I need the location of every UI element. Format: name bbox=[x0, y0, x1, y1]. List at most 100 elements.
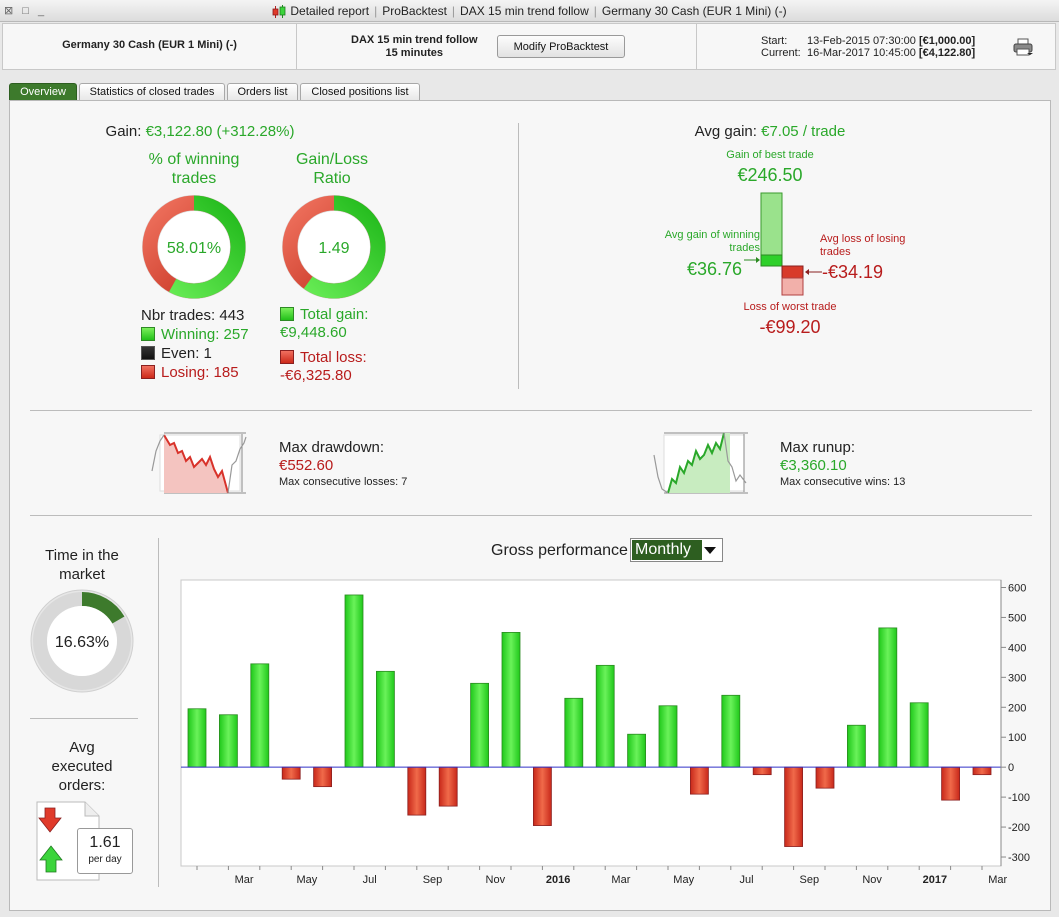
gain-value: €3,122.80 (+312.28%) bbox=[145, 123, 295, 140]
start-label: Start: bbox=[761, 35, 788, 47]
nbr-trades: Nbr trades: 443 bbox=[141, 307, 245, 324]
winning-pct-value: 58.01% bbox=[167, 240, 221, 257]
avg-winning-label-line1: Avg gain of winning bbox=[664, 229, 760, 241]
sell-arrow-icon bbox=[38, 807, 62, 833]
strategy-name: DAX 15 min trend follow bbox=[351, 34, 478, 46]
ratio-value: 1.49 bbox=[318, 240, 349, 257]
avg-winning-value: €36.76 bbox=[686, 259, 742, 279]
avg-gain-bars bbox=[744, 192, 822, 296]
winning-arc bbox=[142, 195, 246, 299]
instrument-name: Germany 30 Cash (EUR 1 Mini) (-) bbox=[62, 39, 237, 51]
x-tick-label: Jul bbox=[739, 874, 753, 886]
ratio-title-line2: Ratio bbox=[313, 170, 351, 187]
drawdown-thumbnail bbox=[151, 432, 247, 494]
x-tick-label: Mar bbox=[611, 874, 630, 886]
x-tick-label: Sep bbox=[423, 874, 443, 886]
gain-loss-totals: Total gain: €9,448.60 Total loss: -€6,32… bbox=[280, 306, 368, 385]
chart-bar bbox=[627, 733, 647, 768]
y-tick-label: 600 bbox=[1008, 582, 1026, 594]
x-tick-label: Mar bbox=[988, 874, 1007, 886]
y-tick-label: -300 bbox=[1008, 852, 1030, 864]
tab-statistics-closed-trades[interactable]: Statistics of closed trades bbox=[79, 83, 225, 101]
max-drawdown-label: Max drawdown: bbox=[279, 439, 385, 456]
avg-orders-line3: orders: bbox=[58, 777, 106, 794]
chart-bar bbox=[909, 702, 929, 768]
overview-panel: Gain: €3,122.80 (+312.28%) % of winning … bbox=[9, 100, 1051, 911]
avg-losing-label-line2: trades bbox=[820, 246, 851, 258]
x-tick-label: May bbox=[297, 874, 318, 886]
window-title: Detailed report | ProBacktest | DAX 15 min t… bbox=[0, 0, 1059, 22]
max-drawdown-value: €552.60 bbox=[279, 457, 334, 474]
chart-bar bbox=[815, 766, 835, 789]
avg-orders-line2: executed bbox=[51, 758, 113, 775]
tab-closed-positions-list[interactable]: Closed positions list bbox=[300, 83, 420, 101]
current-value: [€4,122.80] bbox=[918, 47, 976, 59]
start-date: 13-Feb-2015 07:30:00 bbox=[807, 35, 916, 47]
max-consecutive-losses: Max consecutive losses: 7 bbox=[279, 476, 408, 488]
ratio-title: Gain/Loss Ratio bbox=[272, 150, 392, 188]
time-in-market-value: 16.63% bbox=[55, 634, 109, 651]
modify-probacktest-button[interactable]: Modify ProBacktest bbox=[497, 35, 625, 58]
gross-performance-title: Gross performance bbox=[491, 542, 628, 559]
window-controls[interactable]: ⊠ □ _ bbox=[4, 5, 48, 17]
winning-count: Winning: 257 bbox=[161, 326, 249, 343]
tab-overview[interactable]: Overview bbox=[9, 83, 77, 101]
avg-losing-bar bbox=[781, 265, 804, 279]
x-tick-label: Sep bbox=[800, 874, 820, 886]
gain-summary: Gain: €3,122.80 (+312.28%) bbox=[10, 123, 390, 140]
time-in-market-line1: Time in the bbox=[45, 547, 119, 564]
avg-losing-value: -€34.19 bbox=[822, 262, 884, 282]
trade-counts: Nbr trades: 443 Winning: 257 Even: 1 Los… bbox=[141, 306, 249, 382]
instrument-cell: Germany 30 Cash (EUR 1 Mini) (-) bbox=[3, 24, 297, 69]
orders-per-day-box: 1.61 per day bbox=[77, 828, 133, 874]
top-divider bbox=[518, 123, 519, 389]
chart-bar bbox=[721, 694, 741, 768]
section-divider-2 bbox=[30, 515, 1032, 516]
tab-orders-list[interactable]: Orders list bbox=[227, 83, 298, 101]
avg-winning-arrow-icon bbox=[756, 257, 760, 263]
best-trade-bar bbox=[760, 192, 783, 256]
chart-bar bbox=[407, 766, 427, 816]
even-legend-icon bbox=[141, 346, 155, 360]
x-tick-label: Mar bbox=[235, 874, 254, 886]
avg-executed-orders-title: Avg executed orders: bbox=[30, 738, 134, 795]
winning-pct-donut: 58.01% bbox=[142, 195, 246, 299]
report-header: Germany 30 Cash (EUR 1 Mini) (-) DAX 15 … bbox=[2, 23, 1056, 70]
total-loss-icon bbox=[280, 350, 294, 364]
chart-bar bbox=[313, 766, 333, 788]
print-icon[interactable] bbox=[1013, 38, 1033, 56]
x-tick-label: Nov bbox=[486, 874, 506, 886]
chart-bar bbox=[941, 766, 960, 801]
avg-gain-label: Avg gain: bbox=[694, 123, 757, 140]
chart-bar bbox=[375, 670, 395, 768]
x-tick-label: 2017 bbox=[923, 874, 947, 886]
chevron-down-icon[interactable] bbox=[704, 547, 716, 554]
gain-label: Gain: bbox=[105, 123, 142, 140]
gross-performance-chart: 600 500 400 300 200 100 0 -100 -200 -300 Mar May Ju… bbox=[180, 579, 1030, 886]
candlestick-icon bbox=[272, 4, 286, 18]
avg-gain-summary: Avg gain: €7.05 / trade bbox=[610, 123, 930, 140]
period-dropdown[interactable]: Monthly bbox=[630, 538, 723, 562]
strategy-timeframe: 15 minutes bbox=[385, 47, 443, 59]
x-tick-label: 2016 bbox=[546, 874, 570, 886]
chart-divider bbox=[158, 538, 159, 887]
x-tick-label: Nov bbox=[862, 874, 882, 886]
winning-title-line2: trades bbox=[171, 170, 217, 187]
orders-per-day-value: 1.61 bbox=[89, 834, 121, 851]
best-trade-label: Gain of best trade bbox=[726, 149, 814, 161]
chart-bar bbox=[752, 766, 772, 776]
chart-bar bbox=[281, 766, 301, 780]
avg-losing-label: Avg loss of losing trades bbox=[820, 233, 940, 259]
time-in-market-gauge: 16.63% bbox=[30, 589, 134, 693]
strategy-info: DAX 15 min trend follow 15 minutes bbox=[351, 34, 478, 60]
chart-bar bbox=[564, 697, 584, 768]
max-consecutive-wins: Max consecutive wins: 13 bbox=[780, 476, 906, 488]
total-loss-value: -€6,325.80 bbox=[280, 367, 352, 384]
chart-bar bbox=[878, 627, 898, 768]
chart-bar bbox=[501, 632, 521, 768]
time-in-market-arc bbox=[33, 592, 131, 690]
chart-bar bbox=[784, 766, 803, 847]
title-probacktest: ProBacktest bbox=[382, 4, 447, 18]
y-tick-label: 200 bbox=[1008, 702, 1026, 714]
period-dropdown-value: Monthly bbox=[632, 540, 702, 560]
